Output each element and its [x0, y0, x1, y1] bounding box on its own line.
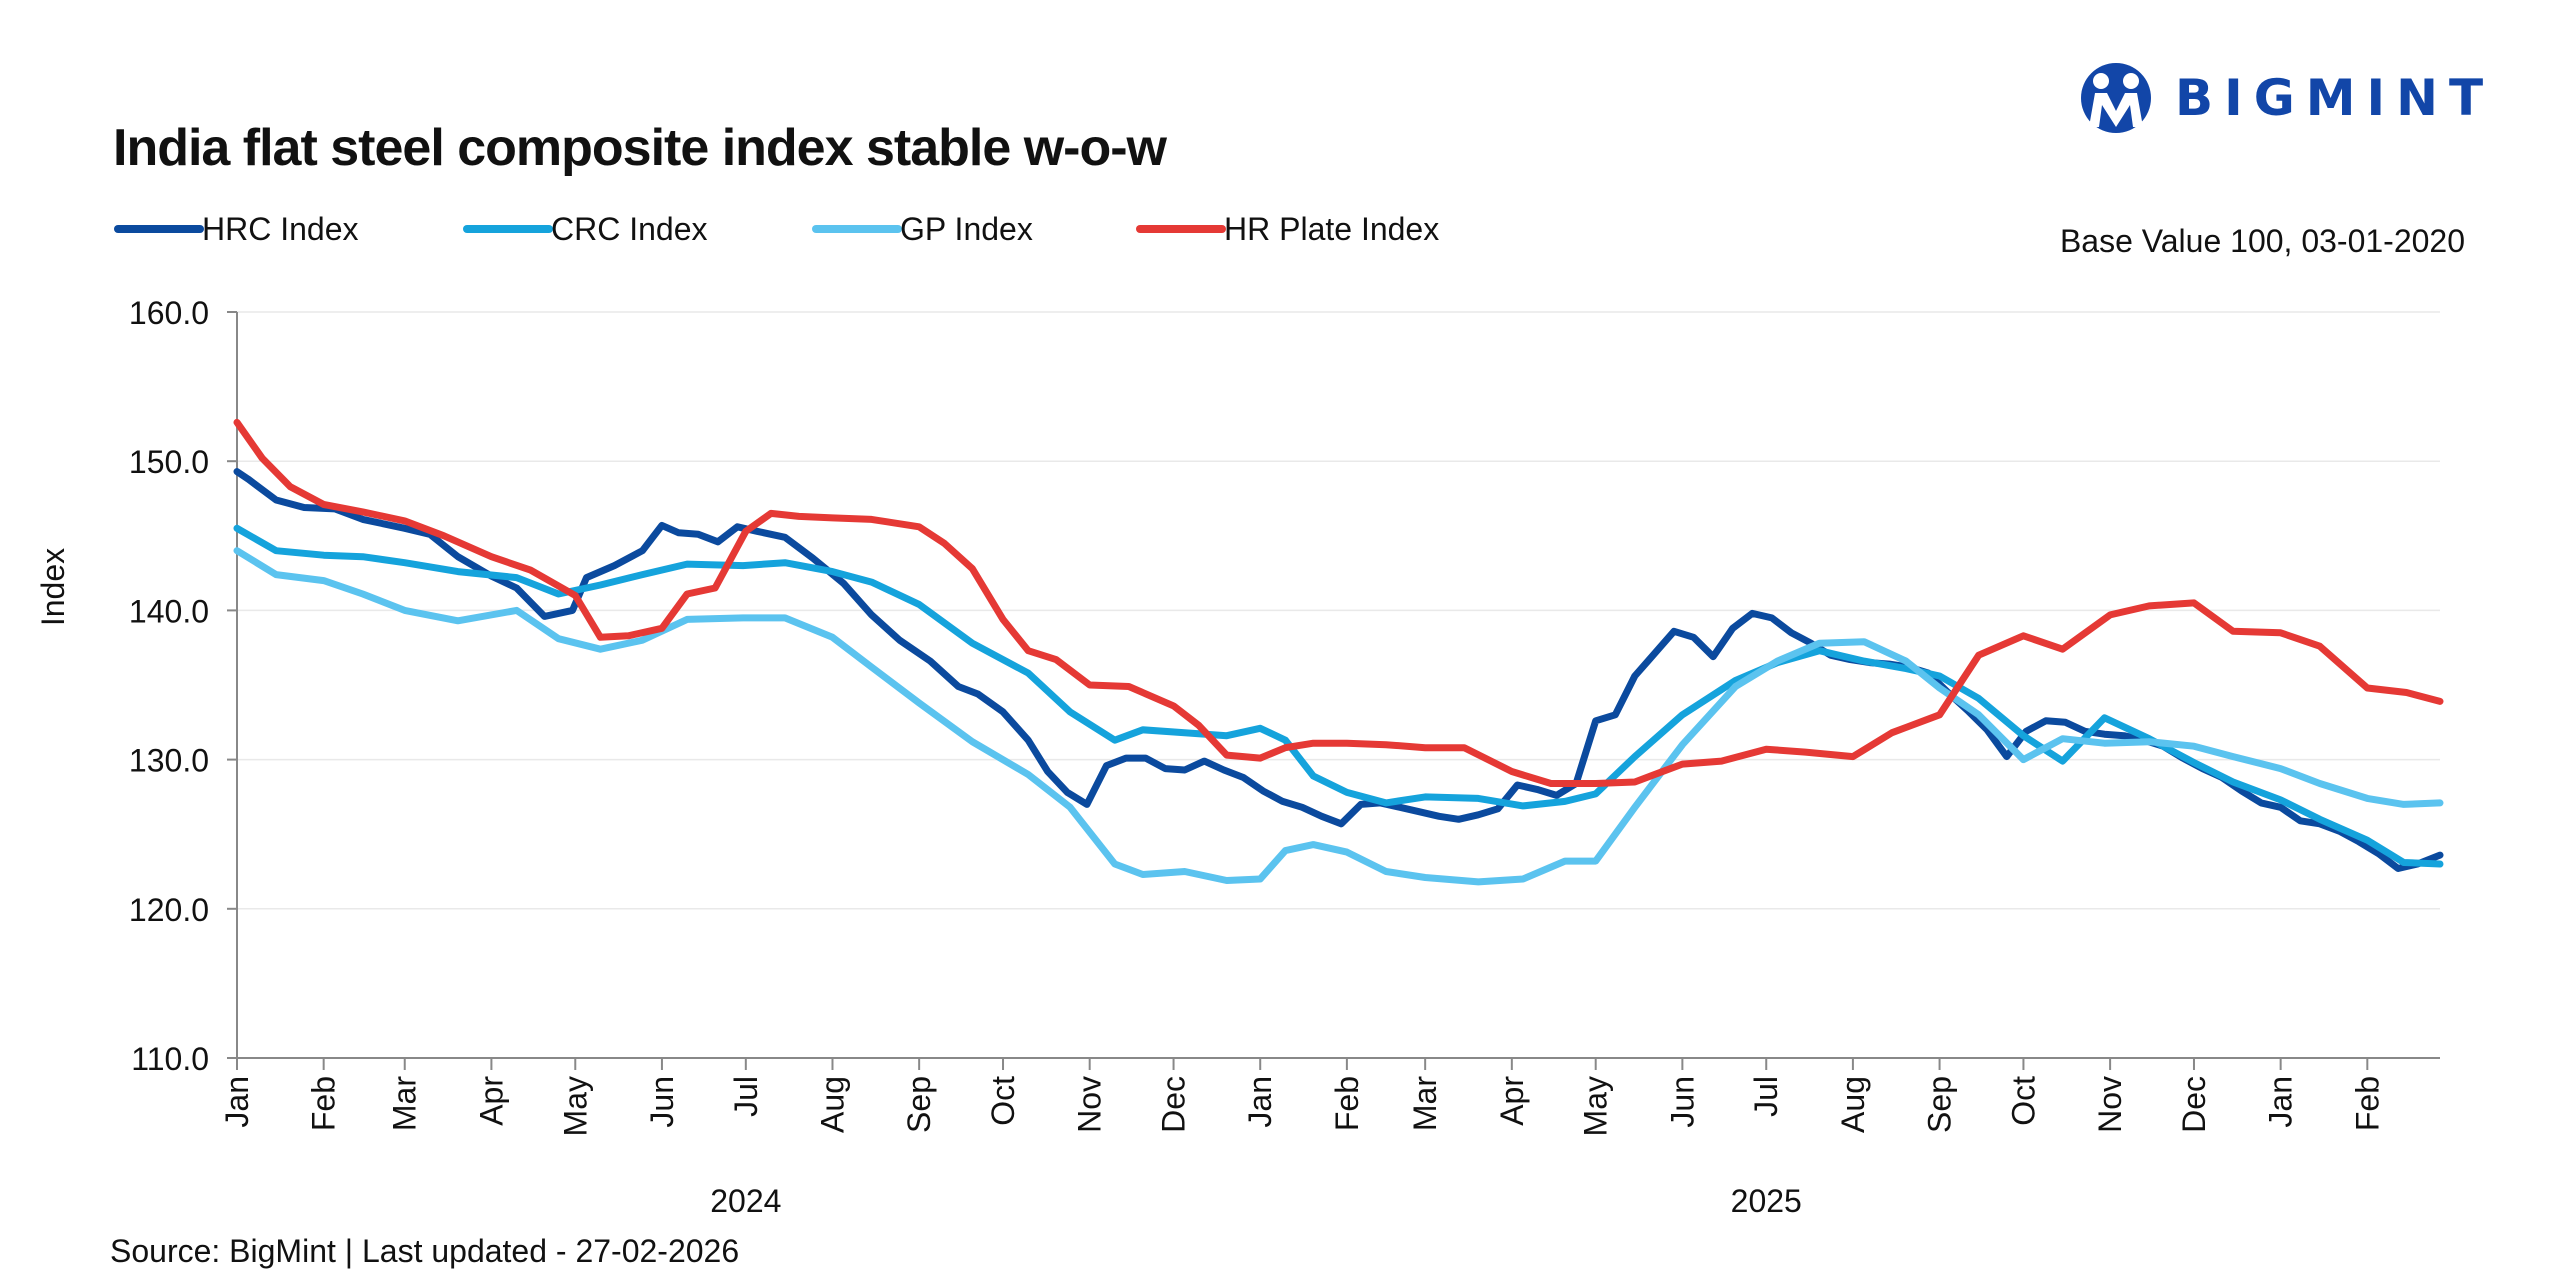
x-tick-label: Jan — [2263, 1076, 2299, 1128]
series-line-hr-plate-index — [233, 418, 2444, 787]
chart-title: India flat steel composite index stable … — [113, 119, 1168, 177]
x-tick-label: Jan — [1242, 1076, 1278, 1128]
y-tick-label: 140.0 — [129, 593, 209, 629]
x-tick-label: Apr — [473, 1076, 509, 1126]
x-tick-label: Mar — [387, 1076, 423, 1131]
x-tick-label: Feb — [306, 1076, 342, 1131]
gridlines — [237, 311, 2440, 1059]
x-tick-label: Jun — [1664, 1076, 1700, 1128]
x-tick-label: Dec — [1156, 1076, 1192, 1133]
x-tick-label: May — [1578, 1076, 1614, 1136]
series-line-gp-index — [233, 547, 2444, 886]
series-line-hrc-index — [233, 468, 2444, 872]
y-tick-label: 160.0 — [129, 295, 209, 331]
brand-logo: BIGMINT — [2075, 58, 2515, 138]
year-label: 2024 — [710, 1183, 781, 1219]
x-tick-label: Aug — [814, 1076, 850, 1133]
x-tick-label: Sep — [1922, 1076, 1958, 1133]
x-tick-label: Mar — [1407, 1076, 1443, 1131]
x-tick-label: Nov — [2092, 1076, 2128, 1133]
base-value-note: Base Value 100, 03-01-2020 — [2060, 223, 2465, 259]
x-tick-label: May — [557, 1076, 593, 1136]
legend-label: HRC Index — [202, 211, 359, 247]
x-tick-label: Jul — [1748, 1076, 1784, 1117]
x-tick-label: Jan — [219, 1076, 255, 1128]
y-axis-label: Index — [35, 548, 71, 626]
x-tick-label: Jun — [644, 1076, 680, 1128]
x-tick-label: Feb — [1329, 1076, 1365, 1131]
legend-label: CRC Index — [551, 211, 708, 247]
x-tick-label: Oct — [2005, 1076, 2041, 1126]
x-tick-label: Aug — [1835, 1076, 1871, 1133]
y-tick-label: 120.0 — [129, 892, 209, 928]
brand-name: BIGMINT — [2175, 69, 2495, 127]
x-tick-label: Apr — [1494, 1076, 1530, 1126]
plot-area — [233, 418, 2444, 886]
x-tick-label: Jul — [728, 1076, 764, 1117]
legend-label: GP Index — [900, 211, 1033, 247]
series-line-crc-index — [233, 524, 2444, 868]
x-tick-label: Feb — [2349, 1076, 2385, 1131]
x-tick-label: Sep — [901, 1076, 937, 1133]
axes: 110.0 120.0 130.0 140.0 150.0 160.0 Jan Feb Mar A… — [129, 295, 2440, 1219]
legend-label: HR Plate Index — [1224, 211, 1439, 247]
y-tick-label: 130.0 — [129, 743, 209, 779]
y-tick-label: 150.0 — [129, 444, 209, 480]
x-tick-label: Dec — [2176, 1076, 2212, 1133]
logo-icon — [2081, 63, 2151, 133]
legend: HRC Index CRC Index GP Index HR Plate Index — [114, 211, 1439, 247]
year-label: 2025 — [1731, 1183, 1802, 1219]
source-note: Source: BigMint | Last updated - 27-02-2… — [110, 1233, 739, 1269]
x-tick-label: Nov — [1072, 1076, 1108, 1133]
x-tick-label: Oct — [985, 1076, 1021, 1126]
y-tick-label: 110.0 — [131, 1041, 209, 1077]
